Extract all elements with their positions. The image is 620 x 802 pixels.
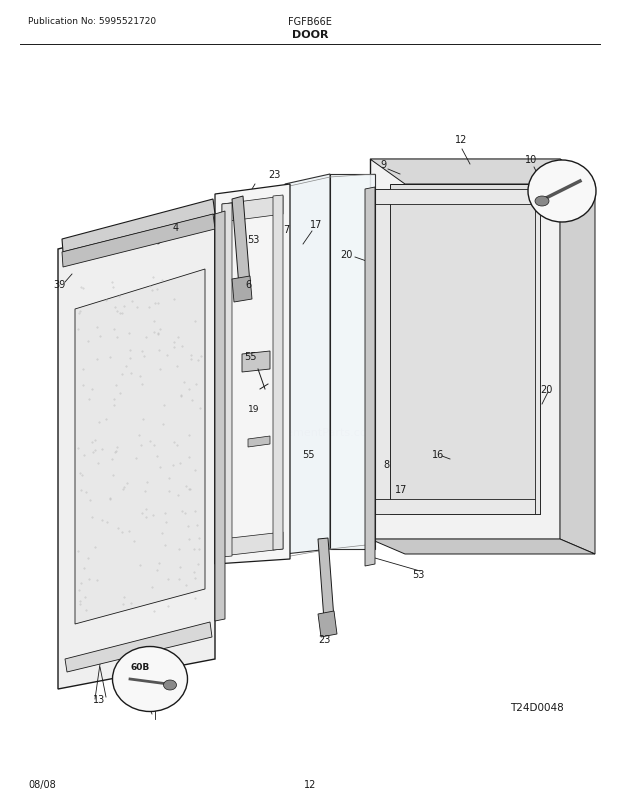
Polygon shape	[62, 215, 215, 268]
Text: 12: 12	[304, 779, 316, 789]
Text: 16: 16	[432, 449, 445, 460]
Polygon shape	[273, 196, 283, 550]
Polygon shape	[370, 539, 595, 554]
Text: Publication No: 5995521720: Publication No: 5995521720	[28, 18, 156, 26]
Text: 08/08: 08/08	[28, 779, 56, 789]
Text: 8: 8	[383, 460, 389, 469]
Polygon shape	[248, 436, 270, 448]
Polygon shape	[215, 212, 225, 622]
Text: 23: 23	[318, 634, 330, 644]
Polygon shape	[370, 160, 560, 539]
Polygon shape	[535, 190, 540, 514]
Polygon shape	[375, 190, 390, 509]
Polygon shape	[370, 160, 595, 184]
Polygon shape	[285, 175, 330, 554]
Text: 9: 9	[380, 160, 386, 170]
Ellipse shape	[528, 160, 596, 223]
Text: 60B: 60B	[130, 662, 149, 671]
Text: 7: 7	[283, 225, 290, 235]
Text: DOOR: DOOR	[292, 30, 328, 40]
Text: 55: 55	[244, 351, 257, 362]
Ellipse shape	[535, 196, 549, 207]
Polygon shape	[222, 533, 283, 557]
Polygon shape	[232, 196, 250, 288]
Text: FGFB66E: FGFB66E	[288, 17, 332, 27]
Text: 10: 10	[525, 155, 538, 164]
Text: 17: 17	[310, 220, 322, 229]
Text: 17: 17	[395, 484, 407, 494]
Text: 53: 53	[247, 235, 259, 245]
Text: 39: 39	[53, 280, 65, 290]
Polygon shape	[390, 184, 540, 514]
Polygon shape	[330, 175, 375, 549]
Ellipse shape	[112, 646, 187, 711]
Polygon shape	[375, 190, 540, 205]
Polygon shape	[318, 538, 334, 620]
Polygon shape	[75, 269, 205, 624]
Polygon shape	[560, 160, 595, 554]
Polygon shape	[62, 200, 215, 253]
Text: 4: 4	[173, 223, 179, 233]
Text: T24D0048: T24D0048	[510, 702, 564, 712]
Text: 19: 19	[248, 405, 260, 414]
Text: 53: 53	[412, 569, 424, 579]
Text: 13: 13	[93, 695, 105, 704]
Text: 55: 55	[302, 449, 314, 460]
Polygon shape	[222, 204, 232, 557]
Polygon shape	[65, 622, 212, 672]
Polygon shape	[375, 500, 540, 514]
Polygon shape	[215, 184, 290, 565]
Text: eReplacementParts.com: eReplacementParts.com	[242, 427, 378, 437]
Polygon shape	[222, 196, 283, 223]
Text: 6: 6	[245, 280, 251, 290]
Text: 20: 20	[340, 249, 352, 260]
Polygon shape	[242, 351, 270, 373]
Polygon shape	[365, 188, 375, 566]
Text: 23: 23	[268, 170, 280, 180]
Polygon shape	[58, 210, 215, 689]
Text: 12: 12	[455, 135, 467, 145]
Text: 20: 20	[540, 384, 552, 395]
Polygon shape	[232, 277, 252, 302]
Polygon shape	[318, 611, 337, 638]
Ellipse shape	[164, 680, 177, 691]
